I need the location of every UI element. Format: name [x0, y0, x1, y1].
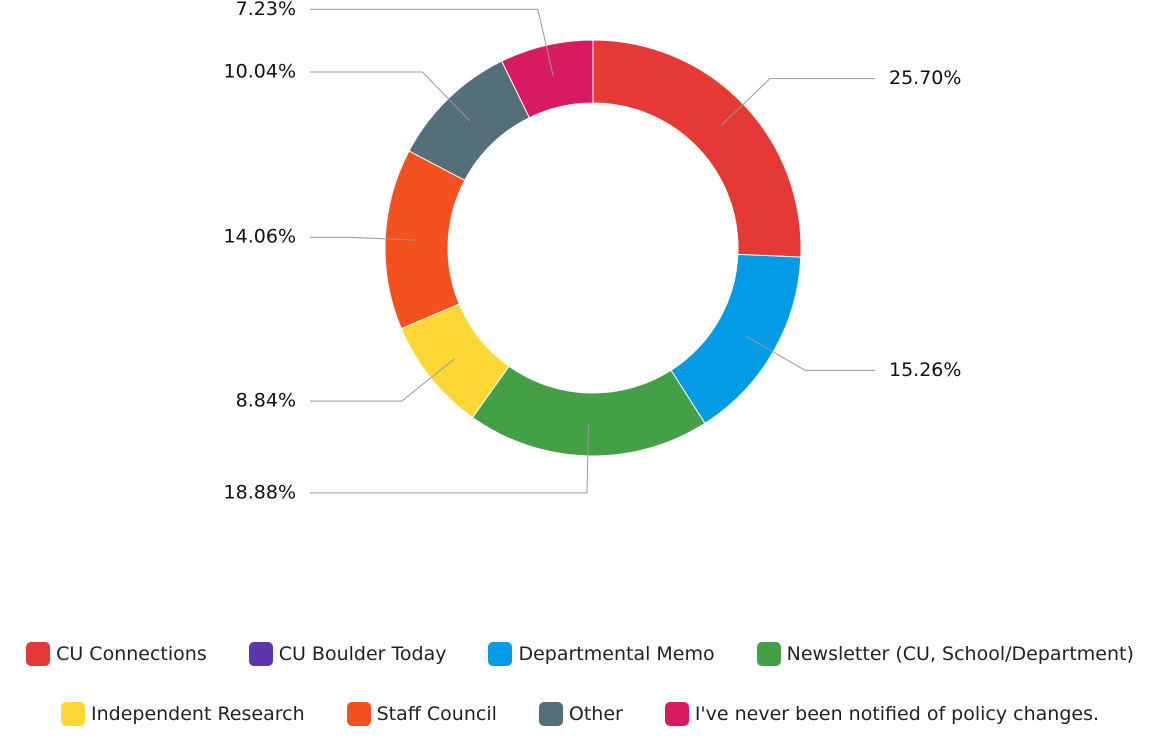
leader-line: [310, 236, 417, 241]
legend-swatch: [346, 702, 371, 726]
donut-slice: [592, 39, 802, 258]
legend-label: I've never been notified of policy chang…: [694, 703, 1100, 725]
legend: CU Connections CU Boulder Today Department…: [0, 624, 1160, 744]
leader-line: [746, 336, 875, 371]
legend-swatch: [60, 702, 85, 726]
legend-swatch: [26, 642, 51, 666]
legend-item[interactable]: Departmental Memo: [488, 642, 715, 666]
donut-slice: [501, 39, 594, 119]
legend-row: Independent Research Staff Council Other I'…: [0, 684, 1160, 744]
data-label: 7.23%: [236, 0, 296, 20]
legend-swatch: [538, 702, 563, 726]
leader-line: [310, 8, 554, 76]
leader-line: [310, 358, 456, 402]
donut-slice: [670, 253, 802, 425]
legend-swatch: [488, 642, 513, 666]
legend-item[interactable]: I've never been notified of policy chang…: [664, 702, 1100, 726]
legend-item[interactable]: Staff Council: [346, 702, 497, 726]
donut-slice: [471, 365, 706, 457]
data-label: 14.06%: [224, 226, 296, 248]
page: {"chart_data": {"type": "donut", "catego…: [26, 0, 1134, 726]
leader-line: [310, 71, 471, 122]
legend-swatch: [664, 702, 689, 726]
leader-line: [310, 424, 590, 494]
legend-item[interactable]: Newsletter (CU, School/Department): [756, 642, 1134, 666]
legend-label: Newsletter (CU, School/Department): [786, 643, 1134, 665]
legend-label: Departmental Memo: [518, 643, 715, 665]
data-label: 18.88%: [224, 481, 296, 503]
legend-swatch: [756, 642, 781, 666]
legend-item[interactable]: Independent Research: [60, 702, 305, 726]
legend-label: Independent Research: [90, 703, 305, 725]
legend-label: Staff Council: [376, 703, 497, 725]
legend-label: CU Boulder Today: [278, 643, 447, 665]
legend-swatch: [248, 642, 273, 666]
leader-line: [720, 78, 875, 126]
legend-label: Other: [568, 703, 623, 725]
data-label: 15.26%: [889, 359, 961, 381]
data-label: 25.70%: [889, 67, 961, 89]
data-label: 8.84%: [236, 390, 296, 412]
legend-label: CU Connections: [56, 643, 207, 665]
chart: 25.70% 15.26% 18.88% 8.84% 14.06% 10.04% 7.23%: [224, 0, 962, 503]
legend-item[interactable]: CU Boulder Today: [248, 642, 447, 666]
legend-item[interactable]: Other: [538, 702, 623, 726]
legend-item[interactable]: CU Connections: [26, 642, 207, 666]
data-label: 10.04%: [224, 61, 296, 83]
legend-row: CU Connections CU Boulder Today Department…: [0, 624, 1160, 684]
